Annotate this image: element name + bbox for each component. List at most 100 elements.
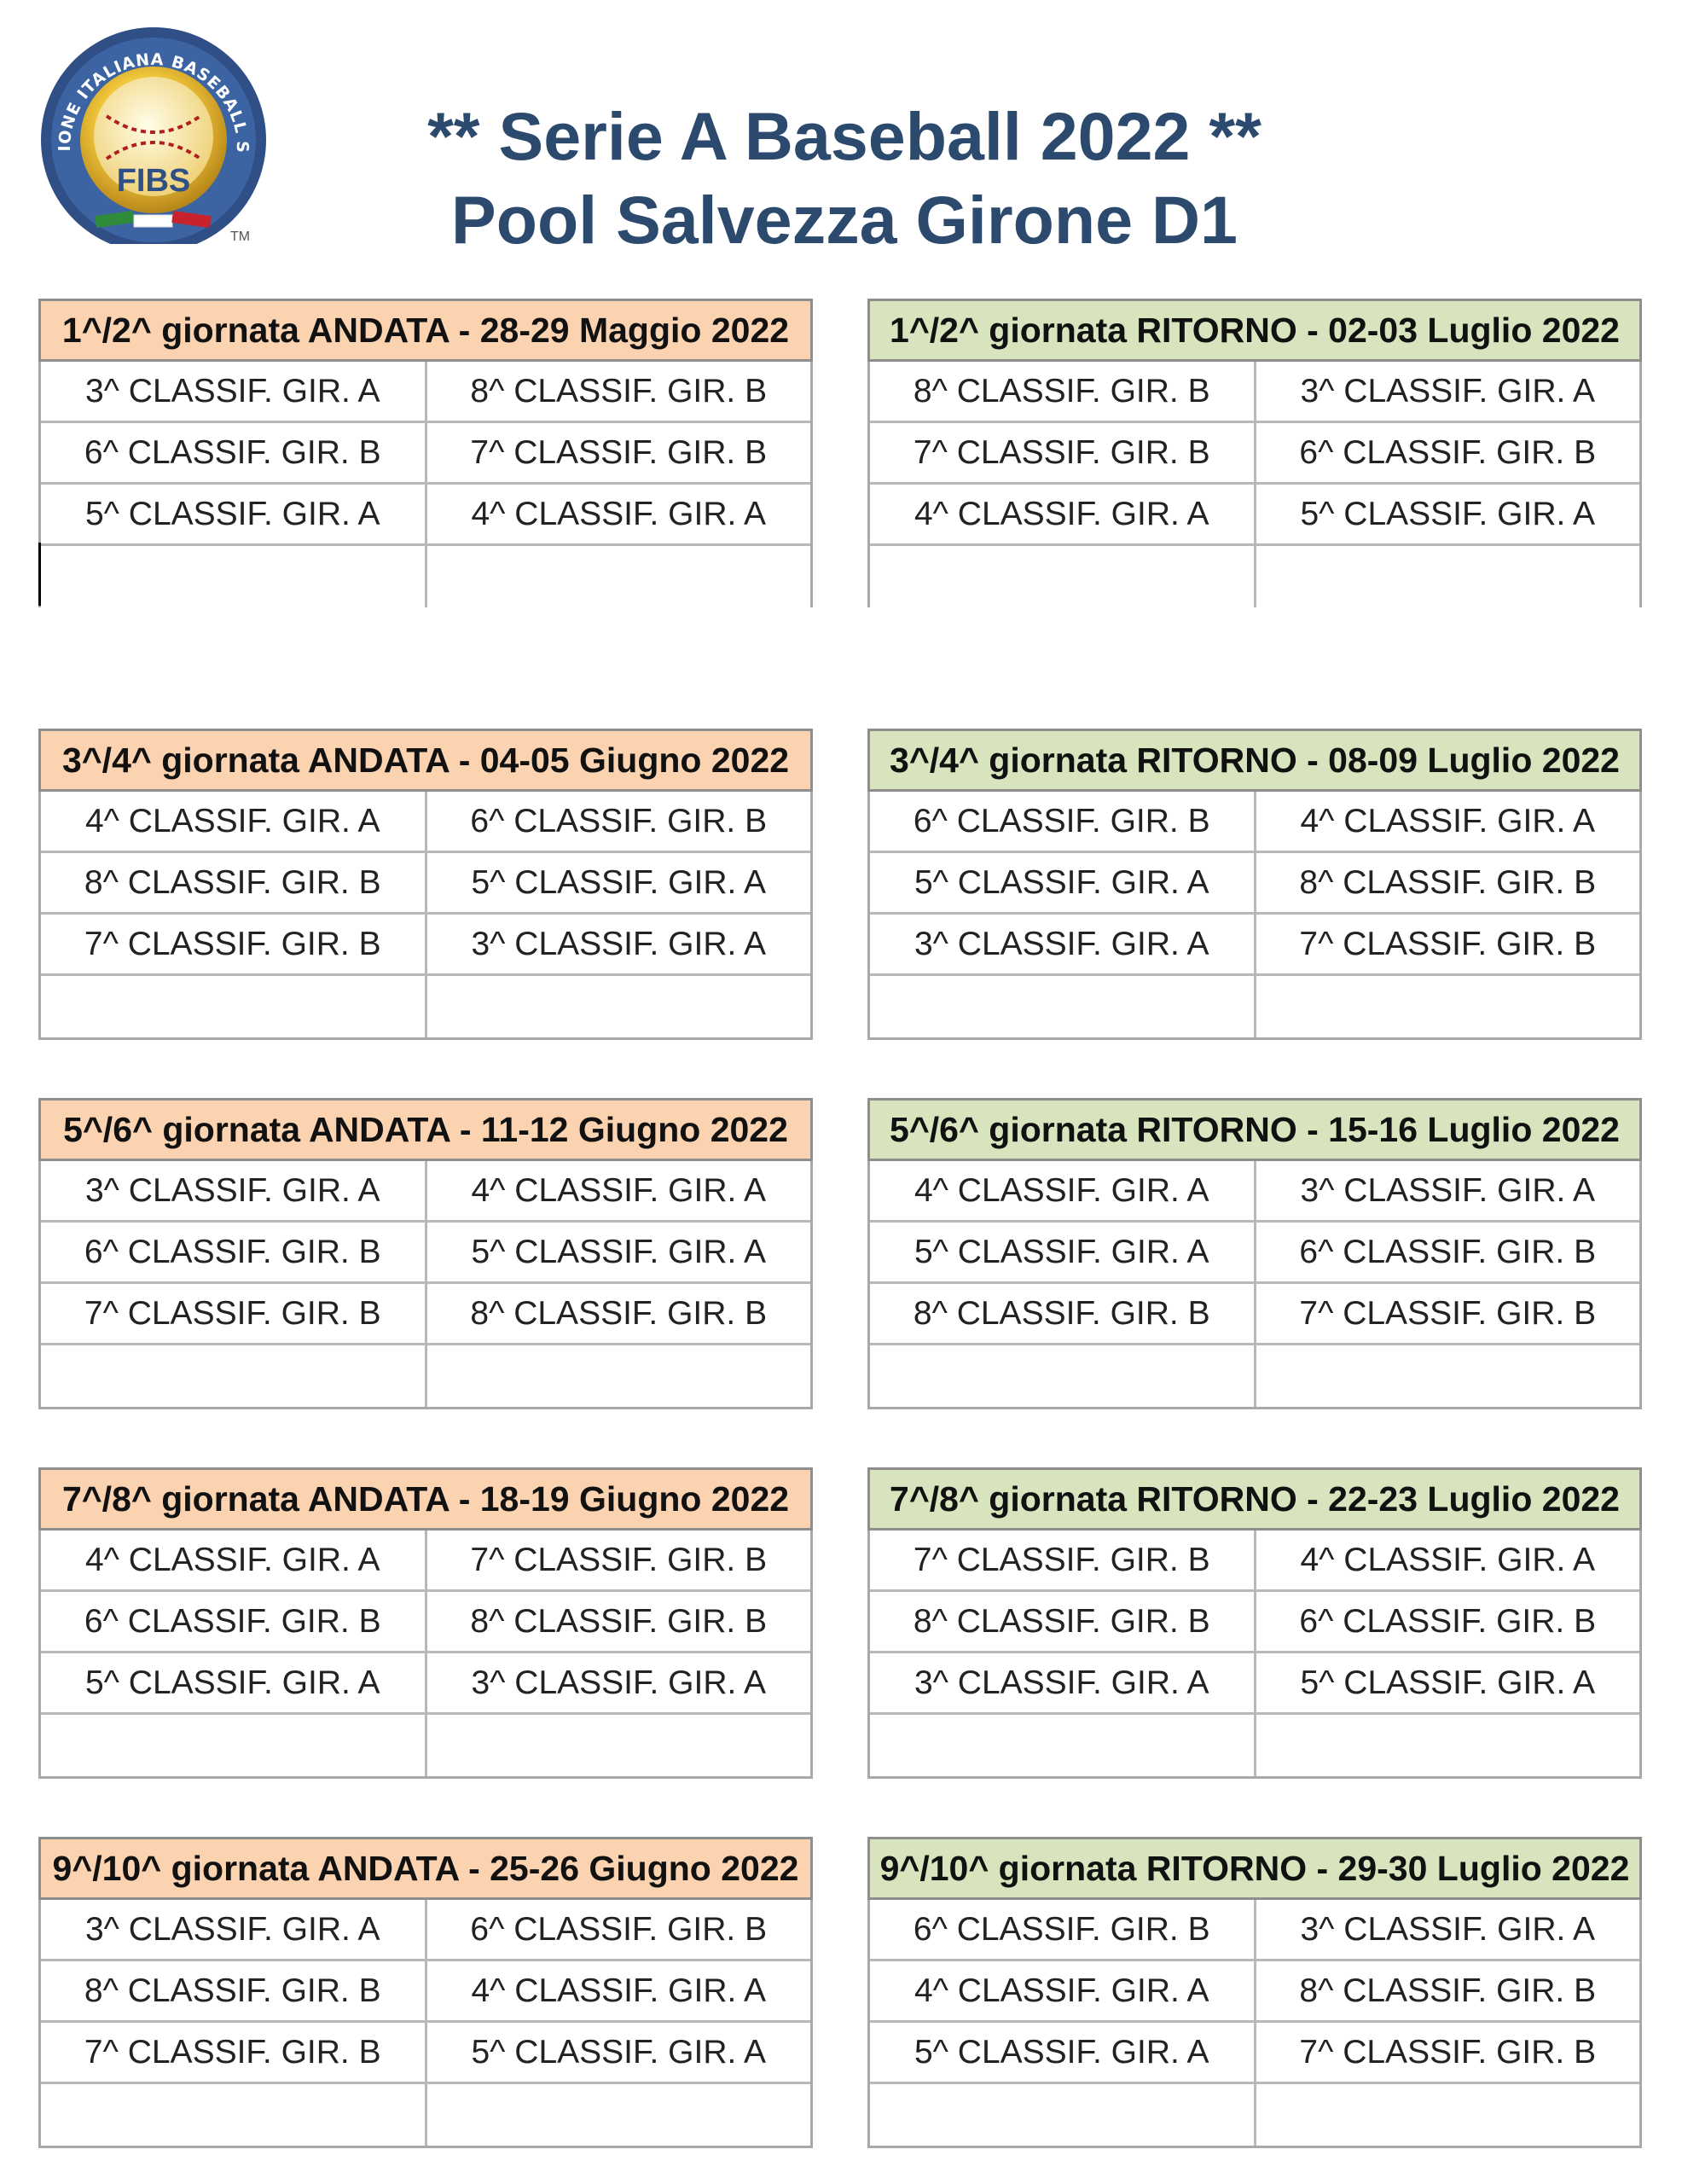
away-team-cell[interactable] xyxy=(424,2084,811,2146)
away-team-cell[interactable] xyxy=(424,976,811,1037)
round-1-andata-table: 1^/2^ giornata ANDATA - 28-29 Maggio 202… xyxy=(38,299,813,607)
away-team-cell[interactable]: 5^ CLASSIF. GIR. A xyxy=(1253,1653,1640,1712)
away-team-cell[interactable]: 8^ CLASSIF. GIR. B xyxy=(424,1284,811,1343)
round-header: 5^/6^ giornata RITORNO - 15-16 Luglio 20… xyxy=(867,1098,1642,1161)
away-team-cell[interactable]: 6^ CLASSIF. GIR. B xyxy=(1253,1223,1640,1281)
away-team-cell[interactable]: 3^ CLASSIF. GIR. A xyxy=(1253,362,1640,421)
home-team-cell[interactable]: 8^ CLASSIF. GIR. B xyxy=(913,1294,1210,1332)
home-team-cell[interactable]: 7^ CLASSIF. GIR. B xyxy=(84,2033,381,2071)
away-team-cell[interactable]: 3^ CLASSIF. GIR. A xyxy=(1253,1900,1640,1959)
away-team-cell[interactable] xyxy=(1253,546,1640,607)
home-team-cell[interactable]: 4^ CLASSIF. GIR. A xyxy=(914,1171,1209,1209)
away-team-cell[interactable] xyxy=(424,1715,811,1776)
away-team-cell[interactable]: 5^ CLASSIF. GIR. A xyxy=(1253,485,1640,543)
page-subtitle: Pool Salvezza Girone D1 xyxy=(451,182,1238,258)
away-team-cell[interactable]: 4^ CLASSIF. GIR. A xyxy=(1253,1531,1640,1589)
away-team-cell[interactable]: 8^ CLASSIF. GIR. B xyxy=(1253,1961,1640,2020)
home-team-cell[interactable]: 3^ CLASSIF. GIR. A xyxy=(84,372,380,410)
away-team-cell[interactable]: 3^ CLASSIF. GIR. A xyxy=(424,915,811,973)
home-team-cell[interactable]: 5^ CLASSIF. GIR. A xyxy=(84,495,380,532)
home-team-cell[interactable]: 6^ CLASSIF. GIR. B xyxy=(913,1910,1210,1948)
home-team-cell[interactable]: 5^ CLASSIF. GIR. A xyxy=(914,863,1209,901)
away-team-cell[interactable]: 6^ CLASSIF. GIR. B xyxy=(424,1900,811,1959)
svg-text:FIBS: FIBS xyxy=(117,163,191,199)
home-team-cell[interactable] xyxy=(41,2084,425,2146)
home-team-cell[interactable]: 4^ CLASSIF. GIR. A xyxy=(84,1541,380,1578)
away-team-cell[interactable]: 6^ CLASSIF. GIR. B xyxy=(1253,423,1640,482)
table-row: 8^ CLASSIF. GIR. B 3^ CLASSIF. GIR. A xyxy=(870,362,1639,423)
away-team-cell[interactable]: 7^ CLASSIF. GIR. B xyxy=(424,1531,811,1589)
table-row: 7^ CLASSIF. GIR. B 3^ CLASSIF. GIR. A xyxy=(41,915,810,976)
away-team-cell[interactable]: 4^ CLASSIF. GIR. A xyxy=(1253,792,1640,851)
home-team-cell[interactable]: 3^ CLASSIF. GIR. A xyxy=(84,1171,380,1209)
away-team-cell[interactable] xyxy=(424,546,811,607)
home-team-cell[interactable]: 6^ CLASSIF. GIR. B xyxy=(84,1602,381,1640)
table-row: 6^ CLASSIF. GIR. B 4^ CLASSIF. GIR. A xyxy=(870,792,1639,853)
away-team-cell[interactable]: 7^ CLASSIF. GIR. B xyxy=(424,423,811,482)
away-team-cell[interactable] xyxy=(1253,1345,1640,1407)
away-team-cell[interactable]: 5^ CLASSIF. GIR. A xyxy=(424,1223,811,1281)
table-row xyxy=(870,1345,1639,1407)
home-team-cell[interactable]: 3^ CLASSIF. GIR. A xyxy=(914,1664,1209,1701)
away-team-cell[interactable]: 5^ CLASSIF. GIR. A xyxy=(424,2023,811,2082)
home-team-cell[interactable] xyxy=(41,1715,425,1776)
away-team-cell[interactable]: 3^ CLASSIF. GIR. A xyxy=(1253,1161,1640,1220)
home-team-cell[interactable] xyxy=(870,546,1254,607)
home-team-cell[interactable]: 6^ CLASSIF. GIR. B xyxy=(84,433,381,471)
home-team-cell[interactable]: 7^ CLASSIF. GIR. B xyxy=(84,1294,381,1332)
away-team-cell[interactable]: 7^ CLASSIF. GIR. B xyxy=(1253,2023,1640,2082)
away-team-cell[interactable]: 5^ CLASSIF. GIR. A xyxy=(424,853,811,912)
table-row xyxy=(870,546,1639,607)
home-team-cell[interactable]: 7^ CLASSIF. GIR. B xyxy=(913,433,1210,471)
away-team-cell[interactable]: 7^ CLASSIF. GIR. B xyxy=(1253,915,1640,973)
home-team-cell[interactable]: 8^ CLASSIF. GIR. B xyxy=(913,372,1210,410)
home-team-cell[interactable] xyxy=(41,976,425,1037)
round-3-andata-table: 5^/6^ giornata ANDATA - 11-12 Giugno 202… xyxy=(38,1098,813,1409)
home-team-cell[interactable]: 7^ CLASSIF. GIR. B xyxy=(913,1541,1210,1578)
home-team-cell[interactable]: 6^ CLASSIF. GIR. B xyxy=(913,802,1210,839)
away-team-cell[interactable]: 4^ CLASSIF. GIR. A xyxy=(424,485,811,543)
away-team-cell[interactable] xyxy=(1253,976,1640,1037)
away-team-cell[interactable]: 3^ CLASSIF. GIR. A xyxy=(424,1653,811,1712)
away-team-cell[interactable]: 8^ CLASSIF. GIR. B xyxy=(1253,853,1640,912)
home-team-cell[interactable]: 4^ CLASSIF. GIR. A xyxy=(84,802,380,839)
home-team-cell[interactable]: 5^ CLASSIF. GIR. A xyxy=(914,1233,1209,1270)
home-team-cell[interactable] xyxy=(870,976,1254,1037)
away-team-cell[interactable] xyxy=(1253,2084,1640,2146)
table-row: 4^ CLASSIF. GIR. A 6^ CLASSIF. GIR. B xyxy=(41,792,810,853)
away-team-cell[interactable]: 8^ CLASSIF. GIR. B xyxy=(424,1592,811,1651)
home-team-cell[interactable]: 3^ CLASSIF. GIR. A xyxy=(84,1910,380,1948)
home-team-cell[interactable]: 3^ CLASSIF. GIR. A xyxy=(914,925,1209,962)
home-team-cell[interactable]: 5^ CLASSIF. GIR. A xyxy=(914,2033,1209,2071)
home-team-cell[interactable] xyxy=(870,2084,1254,2146)
table-row: 4^ CLASSIF. GIR. A 3^ CLASSIF. GIR. A xyxy=(870,1161,1639,1223)
home-team-cell[interactable] xyxy=(870,1715,1254,1776)
home-team-cell[interactable]: 4^ CLASSIF. GIR. A xyxy=(914,495,1209,532)
home-team-cell[interactable] xyxy=(41,546,425,607)
home-team-cell[interactable]: 7^ CLASSIF. GIR. B xyxy=(84,925,381,962)
fibs-logo: FEDERAZIONE ITALIANA BASEBALL SOFTBALL F… xyxy=(26,20,266,244)
round-4-ritorno-table: 7^/8^ giornata RITORNO - 22-23 Luglio 20… xyxy=(867,1467,1642,1779)
home-team-cell[interactable]: 8^ CLASSIF. GIR. B xyxy=(913,1602,1210,1640)
table-row: 5^ CLASSIF. GIR. A 6^ CLASSIF. GIR. B xyxy=(870,1223,1639,1284)
away-team-cell[interactable]: 4^ CLASSIF. GIR. A xyxy=(424,1961,811,2020)
away-team-cell[interactable]: 6^ CLASSIF. GIR. B xyxy=(1253,1592,1640,1651)
home-team-cell[interactable]: 5^ CLASSIF. GIR. A xyxy=(84,1664,380,1701)
home-team-cell[interactable]: 6^ CLASSIF. GIR. B xyxy=(84,1233,381,1270)
away-team-cell[interactable] xyxy=(424,1345,811,1407)
home-team-cell[interactable]: 4^ CLASSIF. GIR. A xyxy=(914,1972,1209,2009)
home-team-cell[interactable]: 8^ CLASSIF. GIR. B xyxy=(84,863,381,901)
away-team-cell[interactable]: 6^ CLASSIF. GIR. B xyxy=(424,792,811,851)
home-team-cell[interactable] xyxy=(41,1345,425,1407)
home-team-cell[interactable] xyxy=(870,1345,1254,1407)
table-row: 8^ CLASSIF. GIR. B 5^ CLASSIF. GIR. A xyxy=(41,853,810,915)
home-team-cell[interactable]: 8^ CLASSIF. GIR. B xyxy=(84,1972,381,2009)
away-team-cell[interactable] xyxy=(1253,1715,1640,1776)
text-cursor xyxy=(38,543,41,606)
table-row: 3^ CLASSIF. GIR. A 6^ CLASSIF. GIR. B xyxy=(41,1900,810,1961)
table-row: 4^ CLASSIF. GIR. A 8^ CLASSIF. GIR. B xyxy=(870,1961,1639,2023)
away-team-cell[interactable]: 7^ CLASSIF. GIR. B xyxy=(1253,1284,1640,1343)
round-1-ritorno-table: 1^/2^ giornata RITORNO - 02-03 Luglio 20… xyxy=(867,299,1642,607)
away-team-cell[interactable]: 4^ CLASSIF. GIR. A xyxy=(424,1161,811,1220)
away-team-cell[interactable]: 8^ CLASSIF. GIR. B xyxy=(424,362,811,421)
